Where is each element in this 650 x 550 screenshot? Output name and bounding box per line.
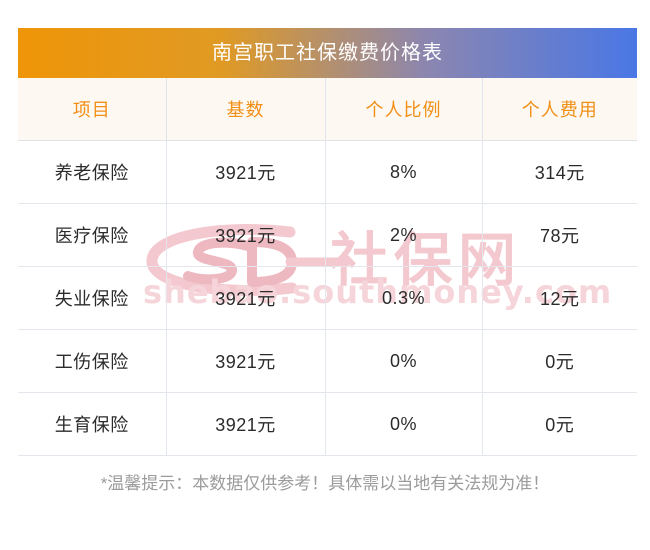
cell-base: 3921元 <box>166 329 326 393</box>
column-header-base: 基数 <box>166 78 326 141</box>
table-row: 养老保险 3921元 8% 314元 <box>18 140 637 204</box>
cell-ratio: 0.3% <box>325 266 483 330</box>
cell-item: 养老保险 <box>18 140 167 204</box>
cell-item: 生育保险 <box>18 392 167 456</box>
cell-fee: 78元 <box>482 203 637 267</box>
table-title: 南宫职工社保缴费价格表 <box>18 28 637 78</box>
table-header-row: 项目 基数 个人比例 个人费用 <box>18 78 637 141</box>
cell-fee: 314元 <box>482 140 637 204</box>
table-row: 生育保险 3921元 0% 0元 <box>18 392 637 456</box>
cell-fee: 0元 <box>482 392 637 456</box>
column-header-fee: 个人费用 <box>482 78 637 141</box>
cell-base: 3921元 <box>166 140 326 204</box>
cell-ratio: 8% <box>325 140 483 204</box>
cell-ratio: 2% <box>325 203 483 267</box>
cell-ratio: 0% <box>325 392 483 456</box>
column-header-ratio: 个人比例 <box>325 78 483 141</box>
social-insurance-table: 项目 基数 个人比例 个人费用 养老保险 3921元 8% 314元 医疗保险 … <box>18 78 637 456</box>
cell-fee: 12元 <box>482 266 637 330</box>
cell-item: 医疗保险 <box>18 203 167 267</box>
cell-base: 3921元 <box>166 392 326 456</box>
cell-base: 3921元 <box>166 203 326 267</box>
cell-base: 3921元 <box>166 266 326 330</box>
cell-fee: 0元 <box>482 329 637 393</box>
table-row: 工伤保险 3921元 0% 0元 <box>18 329 637 393</box>
cell-ratio: 0% <box>325 329 483 393</box>
column-header-item: 项目 <box>18 78 167 141</box>
table-row: 失业保险 3921元 0.3% 12元 <box>18 266 637 330</box>
disclaimer-note: *温馨提示：本数据仅供参考！具体需以当地有关法规为准！ <box>100 474 550 493</box>
price-table-container: 南宫职工社保缴费价格表 项目 基数 个人比例 个人费用 养老保险 3921元 8… <box>18 28 637 456</box>
cell-item: 工伤保险 <box>18 329 167 393</box>
cell-item: 失业保险 <box>18 266 167 330</box>
table-row: 医疗保险 3921元 2% 78元 <box>18 203 637 267</box>
